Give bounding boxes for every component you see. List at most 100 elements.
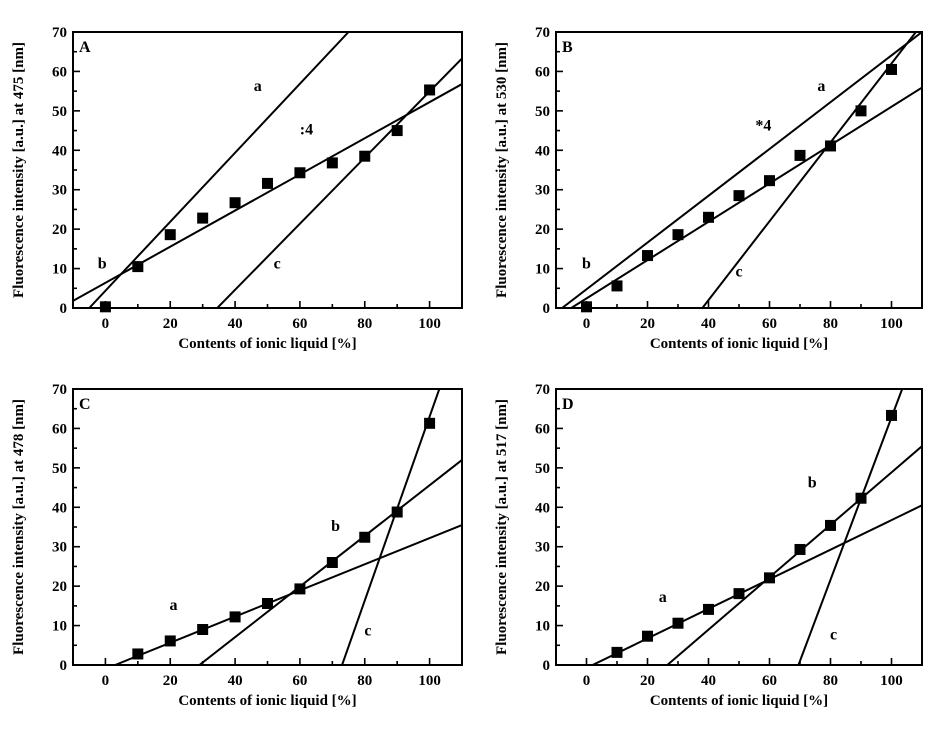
y-tick-label: 40 [535,500,550,516]
data-point [611,646,623,658]
panel-letter: B [562,39,573,56]
data-point [359,150,371,162]
y-tick-label: 0 [543,301,551,317]
y-axis-label: Fluorescence intensity [a.u.] at 475 [nm… [11,42,27,298]
data-point [611,280,623,292]
data-point [642,630,653,642]
line-annotation: c [735,263,742,280]
y-tick-label: 0 [543,658,551,674]
panel-c: 0 20 40 60 80 100 0 10 20 30 40 50 60 70 a b c C Contents … [11,382,463,709]
x-tick-label: 0 [583,673,591,689]
y-axis-label: Fluorescence intensity [a.u.] at 478 [nm… [11,399,27,655]
y-tick-label: 50 [52,104,67,120]
data-point [733,190,745,202]
data-point [262,177,273,189]
data-point [391,506,403,518]
y-tick-label: 40 [52,143,67,159]
data-point [326,157,338,169]
x-tick-label: 60 [762,673,777,689]
y-tick-label: 30 [52,540,67,556]
x-tick-label: 100 [418,316,441,332]
x-tick-label: 40 [701,673,716,689]
fit-line-b [666,445,922,665]
fit-line-a [561,32,922,308]
data-point [733,588,745,600]
data-point [294,583,306,595]
line-annotation: c [830,626,837,643]
data-point [197,624,209,636]
line-annotation: *4 [755,118,771,135]
line-annotation: b [98,256,107,273]
data-point [229,197,241,209]
x-tick-label: 0 [583,316,591,332]
x-tick-label: 100 [880,673,903,689]
plot-frame [555,388,923,666]
y-tick-label: 20 [52,222,67,238]
panel-a: 0 20 40 60 80 100 0 10 20 30 40 50 60 70 a:4 b c A Content… [11,25,463,352]
fit-line-c [216,57,462,308]
data-point [262,597,273,609]
data-point [197,212,209,224]
fit-line-b [570,86,922,308]
y-tick-label: 50 [535,104,550,120]
line-annotation: a [817,78,825,95]
data-point [424,417,436,429]
x-tick-label: 80 [823,673,838,689]
x-tick-label: 20 [640,316,655,332]
y-axis-label: Fluorescence intensity [a.u.] at 530 [nm… [494,42,510,298]
x-tick-label: 80 [357,316,372,332]
line-annotation: b [331,518,340,535]
data-point [855,492,867,504]
data-point [794,543,806,555]
line-annotation: a [659,589,667,606]
data-point [794,149,806,161]
y-tick-label: 30 [535,540,550,556]
y-tick-label: 60 [52,64,67,80]
data-point [825,140,836,152]
x-axis-label: Contents of ionic liquid [%] [178,336,356,352]
y-tick-label: 30 [52,183,67,199]
y-tick-label: 40 [52,500,67,516]
y-tick-label: 50 [52,461,67,477]
y-tick-label: 10 [52,619,67,635]
line-annotation: b [808,475,817,492]
x-axis-label: Contents of ionic liquid [%] [178,693,356,709]
x-tick-label: 0 [102,316,110,332]
data-point [764,572,775,584]
x-tick-label: 80 [357,673,372,689]
x-tick-label: 100 [418,673,441,689]
plot-frame [72,388,463,666]
data-point [99,301,111,313]
y-tick-label: 10 [52,262,67,278]
data-point [326,556,338,568]
x-tick-label: 40 [701,316,716,332]
line-annotation: a [254,78,262,95]
data-point [703,603,714,615]
panel-b: 0 20 40 60 80 100 0 10 20 30 40 50 60 70 a *4 b c B Content… [494,25,923,352]
x-tick-label: 20 [640,673,655,689]
x-tick-label: 100 [880,316,903,332]
x-tick-label: 40 [228,316,243,332]
data-point [164,635,176,647]
x-tick-label: 60 [292,673,307,689]
y-tick-label: 60 [52,421,67,437]
y-tick-label: 0 [60,658,68,674]
y-tick-label: 30 [535,183,550,199]
x-tick-label: 20 [163,673,178,689]
data-point [855,105,867,117]
data-point [886,63,897,75]
line-annotation: c [364,622,371,639]
data-point [132,648,144,660]
x-tick-label: 80 [823,316,838,332]
data-point [886,409,897,421]
x-tick-label: 40 [228,673,243,689]
data-point [229,611,241,623]
data-point [672,229,684,241]
data-point [391,125,403,137]
fit-line-c [341,389,441,665]
x-axis-label: Contents of ionic liquid [%] [650,336,828,352]
y-tick-label: 70 [535,25,550,41]
y-tick-label: 50 [535,461,550,477]
x-tick-label: 20 [163,316,178,332]
data-point [294,167,306,179]
